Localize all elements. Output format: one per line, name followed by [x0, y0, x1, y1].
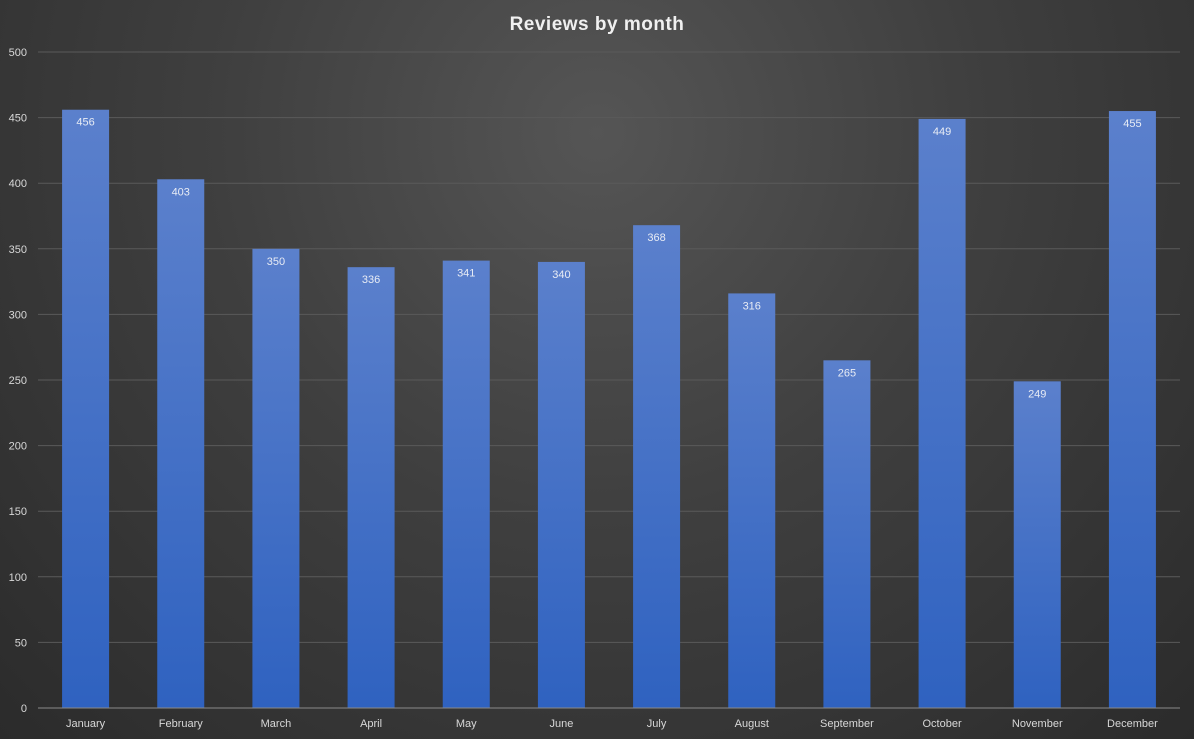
data-label: 249: [1028, 388, 1046, 400]
bar: [918, 118, 966, 709]
x-axis-ticks: January February March April May June July Augu…: [66, 718, 1158, 730]
bar: [823, 360, 871, 708]
data-label: 403: [172, 186, 190, 198]
gridlines: [38, 51, 1180, 643]
data-label: 455: [1123, 118, 1141, 130]
bar: [347, 267, 395, 708]
y-tick-label: 500: [9, 47, 27, 59]
x-tick-label: May: [456, 718, 477, 730]
x-tick-label: March: [261, 718, 292, 730]
y-tick-label: 300: [9, 309, 27, 321]
x-tick-label: August: [735, 718, 769, 730]
data-label: 368: [647, 232, 665, 244]
data-label: 340: [552, 269, 570, 281]
y-tick-label: 350: [9, 244, 27, 256]
y-tick-label: 250: [9, 375, 27, 387]
bar: [1013, 381, 1061, 708]
x-tick-label: April: [360, 718, 382, 730]
bar: [728, 293, 776, 708]
x-tick-label: October: [923, 718, 962, 730]
bar: [1108, 111, 1156, 709]
x-tick-label: July: [647, 718, 667, 730]
y-tick-label: 100: [9, 572, 27, 584]
x-tick-label: December: [1107, 718, 1158, 730]
data-label: 449: [933, 126, 951, 138]
y-tick-label: 400: [9, 178, 27, 190]
x-tick-label: June: [549, 718, 573, 730]
y-tick-label: 0: [21, 703, 27, 715]
y-tick-label: 200: [9, 441, 27, 453]
data-label: 456: [76, 117, 94, 129]
bars: [62, 109, 1156, 709]
bar: [62, 109, 110, 708]
data-label: 336: [362, 274, 380, 286]
data-label: 265: [838, 367, 856, 379]
y-tick-label: 450: [9, 113, 27, 125]
data-label: 341: [457, 268, 475, 280]
y-tick-label: 50: [15, 637, 27, 649]
x-tick-label: February: [159, 718, 204, 730]
chart-title: Reviews by month: [510, 14, 685, 35]
bar: [157, 179, 205, 708]
data-labels: 456 403 350 336 341 340 368 316 265 449 249 455: [76, 117, 1141, 401]
bar: [442, 260, 490, 708]
x-tick-label: January: [66, 718, 106, 730]
bar: [537, 261, 585, 708]
bar: [633, 225, 681, 708]
data-label: 316: [743, 300, 761, 312]
x-tick-label: September: [820, 718, 874, 730]
x-tick-label: November: [1012, 718, 1063, 730]
data-label: 350: [267, 256, 285, 268]
y-axis-ticks: 0 50 100 150 200 250 300 350 400 450 500: [9, 47, 27, 715]
y-tick-label: 150: [9, 506, 27, 518]
bar: [252, 248, 300, 709]
